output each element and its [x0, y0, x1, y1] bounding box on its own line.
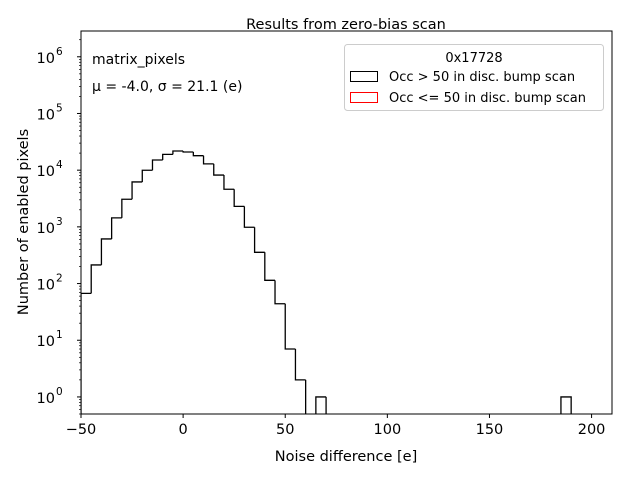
y-tick-exponent: 6	[56, 46, 63, 58]
x-tick-label: 50	[276, 422, 294, 438]
histogram-bin	[172, 150, 184, 155]
x-tick-label: 0	[178, 422, 187, 438]
histogram-bin	[213, 163, 224, 176]
histogram-bin	[151, 159, 163, 171]
plot-frame	[80, 30, 613, 415]
legend-label-0: Occ > 50 in disc. bump scan	[389, 70, 575, 85]
histogram-bin	[560, 396, 572, 414]
histogram-bin	[202, 155, 214, 165]
x-tick-label: 200	[578, 422, 606, 438]
histogram-bin	[162, 153, 173, 161]
histogram-bin	[284, 303, 296, 350]
histogram-bin	[182, 150, 194, 153]
x-axis-label: Noise difference [e]	[275, 449, 417, 465]
legend-title: 0x17728	[445, 51, 502, 66]
histogram-bins	[81, 150, 572, 414]
legend-label-1: Occ <= 50 in disc. bump scan	[389, 91, 586, 106]
y-tick-exponent: 5	[56, 102, 63, 114]
histogram-bin	[121, 198, 133, 218]
y-tick-exponent: 2	[56, 273, 63, 285]
histogram-bin	[305, 379, 307, 414]
annotation-stats: μ = -4.0, σ = 21.1 (e)	[92, 79, 242, 95]
x-tick-label: −50	[66, 422, 97, 438]
y-tick-exponent: 0	[56, 386, 63, 398]
histogram-bin	[131, 181, 143, 200]
histogram-bin	[192, 152, 204, 157]
annotation-dataset: matrix_pixels	[92, 52, 185, 68]
legend-frame	[344, 44, 604, 111]
x-tick-label: 150	[476, 422, 504, 438]
histogram-bin	[223, 175, 235, 190]
y-tick-label: 10	[37, 51, 55, 67]
y-tick-label: 10	[37, 278, 55, 294]
histogram-bin	[90, 264, 102, 294]
histogram-bin	[243, 206, 255, 228]
histogram-bin	[81, 292, 92, 414]
y-tick-label: 10	[37, 334, 55, 350]
y-axis-label: Number of enabled pixels	[16, 129, 32, 315]
y-tick-exponent: 3	[56, 216, 63, 228]
histogram-bin	[274, 280, 286, 305]
legend-swatch-black	[350, 71, 378, 82]
y-tick-label: 10	[37, 164, 55, 180]
histogram-bin	[253, 227, 265, 253]
y-tick-label: 10	[37, 391, 55, 407]
legend-swatch-red	[350, 92, 378, 103]
x-axis-ticks: −50 0 50 100 150 200	[66, 414, 606, 438]
y-tick-label: 10	[37, 107, 55, 123]
histogram-bin	[110, 217, 122, 239]
histogram-bin	[233, 189, 245, 208]
histogram-bin	[315, 396, 327, 414]
y-tick-exponent: 1	[56, 329, 63, 341]
x-tick-label: 100	[374, 422, 402, 438]
histogram-bin	[100, 238, 112, 265]
histogram-bin	[264, 252, 276, 281]
histogram-bin	[294, 349, 306, 381]
histogram-bin	[141, 169, 153, 182]
chart-title: Results from zero-bias scan	[246, 17, 446, 33]
y-tick-exponent: 4	[56, 159, 63, 171]
histogram-bin	[325, 396, 327, 414]
legend: 0x17728 Occ > 50 in disc. bump scan Occ …	[344, 44, 604, 111]
y-tick-label: 10	[37, 221, 55, 237]
